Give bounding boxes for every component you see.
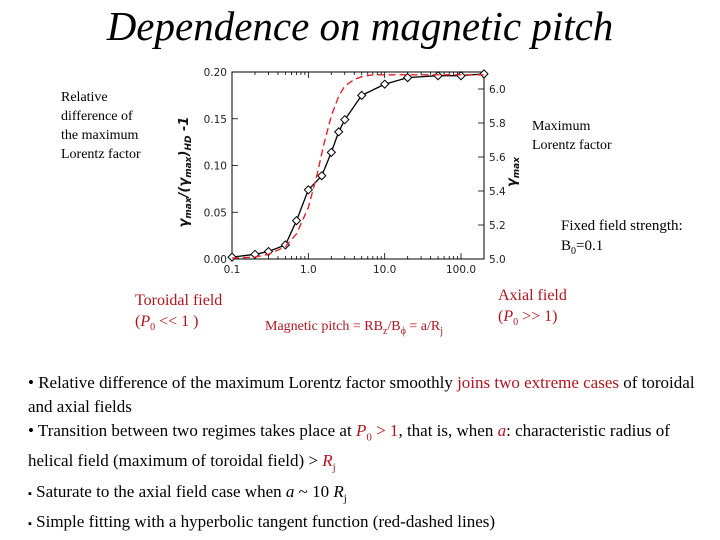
data-point bbox=[291, 215, 302, 226]
x-tick-label: 1.0 bbox=[300, 264, 317, 276]
y-axis-right-label: γmax bbox=[505, 156, 520, 187]
plot-frame bbox=[231, 71, 485, 260]
b0-label: B0=0.1 bbox=[561, 238, 604, 257]
toroidal-title: Toroidal field bbox=[135, 292, 223, 309]
y-tick-left-label: 0.05 bbox=[204, 207, 227, 219]
y-tick-right-label: 5.8 bbox=[489, 118, 506, 130]
bullet-3: ▪ Saturate to the axial field case when … bbox=[28, 481, 347, 505]
data-point bbox=[402, 72, 413, 83]
y-tick-left-label: 0.10 bbox=[204, 161, 227, 173]
right-axis-note-line: Maximum bbox=[532, 119, 591, 134]
axial-label: Axial field (P0 >> 1) bbox=[498, 285, 567, 333]
y-tick-right-label: 6.0 bbox=[489, 84, 506, 96]
fit-series-line bbox=[231, 74, 484, 259]
x-tick-label: 10.0 bbox=[373, 264, 396, 276]
data-point bbox=[227, 252, 237, 262]
axial-title: Axial field bbox=[498, 287, 567, 304]
right-axis-note-line: Lorentz factor bbox=[532, 138, 612, 153]
x-tick-label: 100.0 bbox=[446, 264, 476, 276]
data-point bbox=[334, 127, 344, 137]
slide-title: Dependence on magnetic pitch bbox=[106, 3, 614, 49]
left-axis-note-line: Relative bbox=[61, 90, 108, 105]
data-point bbox=[303, 185, 314, 195]
fixed-field-label: Fixed field strength: bbox=[561, 218, 683, 234]
data-point bbox=[356, 90, 367, 101]
y-tick-left-label: 0.00 bbox=[204, 254, 227, 266]
data-series-line bbox=[231, 73, 485, 258]
y-tick-right-label: 5.0 bbox=[489, 254, 506, 266]
data-point bbox=[479, 69, 489, 79]
right-axis-note: Maximum Lorentz factor bbox=[532, 117, 612, 155]
left-axis-note-line: difference of bbox=[61, 109, 133, 124]
y-tick-left-label: 0.15 bbox=[204, 114, 227, 126]
fixed-field-note: Fixed field strength: B0=0.1 bbox=[561, 216, 683, 262]
left-axis-note-line: Lorentz factor bbox=[61, 147, 141, 162]
b0-value: 0.1 bbox=[584, 238, 604, 254]
x-tick-label: 0.1 bbox=[224, 264, 241, 276]
magnetic-pitch-label: Magnetic pitch = RBz/Bϕ = a/Rj bbox=[265, 319, 444, 337]
bullet-list: • Relative difference of the maximum Lor… bbox=[28, 371, 708, 536]
axial-cond: (P0 >> 1) bbox=[498, 308, 558, 329]
left-axis-note: Relative difference of the maximum Loren… bbox=[61, 88, 141, 164]
bullet-4: ▪ Simple fitting with a hyperbolic tange… bbox=[28, 512, 496, 532]
y-axis-left-label: γmax/(γmax)HD -1 bbox=[177, 117, 194, 228]
bullet-1: • Relative difference of the maximum Lor… bbox=[28, 373, 695, 416]
data-point bbox=[340, 114, 350, 125]
y-tick-right-label: 5.6 bbox=[489, 152, 506, 164]
data-point bbox=[326, 147, 337, 158]
y-tick-right-label: 5.4 bbox=[489, 186, 506, 198]
toroidal-label: Toroidal field (P0 << 1 ) bbox=[135, 290, 222, 338]
chart: 0.1 1.0 10.0 100.0 0.00 0.05 0.10 0.15 0.20 5.0 5.… bbox=[177, 67, 520, 276]
y-tick-left-label: 0.20 bbox=[204, 67, 227, 79]
y-tick-right-label: 5.2 bbox=[489, 220, 506, 232]
left-axis-note-line: the maximum bbox=[61, 128, 139, 143]
data-point bbox=[317, 171, 327, 181]
data-point bbox=[379, 79, 390, 89]
toroidal-cond: (P0 << 1 ) bbox=[135, 313, 199, 334]
bullet-2: • Transition between two regimes takes p… bbox=[28, 421, 670, 474]
